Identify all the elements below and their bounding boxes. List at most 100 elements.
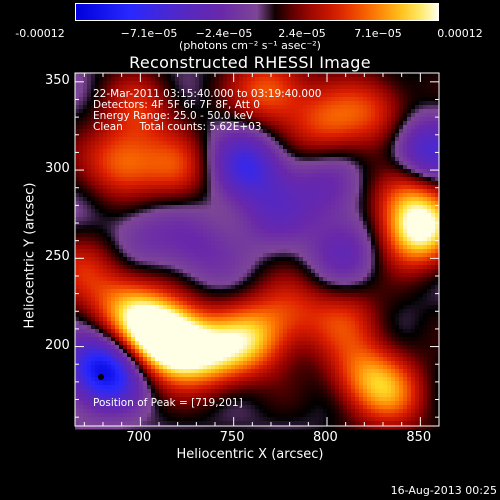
heatmap-cell xyxy=(403,269,408,274)
heatmap-cell xyxy=(331,133,336,138)
heatmap-cell xyxy=(275,185,280,190)
heatmap-cell xyxy=(211,217,216,222)
heatmap-cell xyxy=(251,169,256,174)
heatmap-cell xyxy=(383,253,388,258)
heatmap-cell xyxy=(171,141,176,146)
heatmap-cell xyxy=(131,89,136,94)
heatmap-cell xyxy=(187,157,192,162)
heatmap-cell xyxy=(351,113,356,118)
heatmap-cell xyxy=(215,261,220,266)
heatmap-cell xyxy=(131,193,136,198)
heatmap-cell xyxy=(163,73,168,78)
heatmap-cell xyxy=(375,149,380,154)
heatmap-cell xyxy=(111,241,116,246)
heatmap-cell xyxy=(339,137,344,142)
heatmap-cell xyxy=(279,129,284,134)
heatmap-cell xyxy=(279,189,284,194)
heatmap-cell xyxy=(143,137,148,142)
heatmap-cell xyxy=(291,221,296,226)
heatmap-cell xyxy=(299,133,304,138)
heatmap-cell xyxy=(135,129,140,134)
heatmap-cell xyxy=(283,77,288,82)
heatmap-cell xyxy=(251,213,256,218)
heatmap-cell xyxy=(131,197,136,202)
heatmap-cell xyxy=(363,285,368,290)
heatmap-cell xyxy=(407,201,412,206)
heatmap-cell xyxy=(83,237,88,242)
heatmap-cell xyxy=(211,141,216,146)
heatmap-cell xyxy=(123,205,128,210)
heatmap-cell xyxy=(419,89,424,94)
heatmap-cell xyxy=(367,177,372,182)
heatmap-cell xyxy=(227,201,232,206)
heatmap-cell xyxy=(351,205,356,210)
heatmap-cell xyxy=(315,281,320,286)
heatmap-cell xyxy=(119,257,124,262)
heatmap-cell xyxy=(423,89,428,94)
heatmap-cell xyxy=(267,73,272,78)
heatmap-cell xyxy=(331,145,336,150)
heatmap-cell xyxy=(415,85,420,90)
heatmap-cell xyxy=(115,249,120,254)
heatmap-cell xyxy=(363,261,368,266)
heatmap-cell xyxy=(195,233,200,238)
heatmap-cell xyxy=(287,129,292,134)
heatmap-cell xyxy=(275,249,280,254)
heatmap-cell xyxy=(79,149,84,154)
heatmap-cell xyxy=(175,117,180,122)
heatmap-cell xyxy=(363,133,368,138)
heatmap-cell xyxy=(195,257,200,262)
heatmap-cell xyxy=(87,185,92,190)
heatmap-cell xyxy=(419,261,424,266)
heatmap-cell xyxy=(419,77,424,82)
heatmap-cell xyxy=(391,149,396,154)
heatmap-cell xyxy=(179,125,184,130)
heatmap-cell xyxy=(379,153,384,158)
heatmap-cell xyxy=(263,241,268,246)
heatmap-cell xyxy=(279,213,284,218)
heatmap-cell xyxy=(99,269,104,274)
heatmap-cell xyxy=(179,169,184,174)
heatmap-cell xyxy=(243,145,248,150)
heatmap-cell xyxy=(307,141,312,146)
heatmap-cell xyxy=(231,85,236,90)
heatmap-cell xyxy=(403,189,408,194)
heatmap-cell xyxy=(75,129,80,134)
heatmap-cell xyxy=(423,213,428,218)
heatmap-cell xyxy=(387,145,392,150)
heatmap-cell xyxy=(95,257,100,262)
heatmap-cell xyxy=(335,241,340,246)
heatmap-cell xyxy=(167,249,172,254)
heatmap-cell xyxy=(255,185,260,190)
heatmap-cell xyxy=(399,221,404,226)
heatmap-cell xyxy=(299,225,304,230)
heatmap-cell xyxy=(307,77,312,82)
heatmap-cell xyxy=(235,241,240,246)
heatmap-cell xyxy=(411,161,416,166)
heatmap-cell xyxy=(407,137,412,142)
heatmap-cell xyxy=(383,257,388,262)
heatmap-cell xyxy=(335,289,340,294)
heatmap-cell xyxy=(159,125,164,130)
heatmap-cell xyxy=(155,85,160,90)
heatmap-cell xyxy=(343,249,348,254)
heatmap-cell xyxy=(279,161,284,166)
heatmap-cell xyxy=(319,197,324,202)
heatmap-cell xyxy=(207,225,212,230)
heatmap-cell xyxy=(351,145,356,150)
heatmap-cell xyxy=(223,205,228,210)
heatmap-cell xyxy=(123,285,128,290)
heatmap-cell xyxy=(351,161,356,166)
heatmap-cell xyxy=(263,101,268,106)
heatmap-cell xyxy=(327,185,332,190)
heatmap-cell xyxy=(347,73,352,78)
heatmap-cell xyxy=(415,145,420,150)
heatmap-cell xyxy=(403,181,408,186)
heatmap-cell xyxy=(175,97,180,102)
heatmap-cell xyxy=(303,209,308,214)
heatmap-cell xyxy=(235,245,240,250)
heatmap-cell xyxy=(267,81,272,86)
heatmap-cell xyxy=(299,281,304,286)
heatmap-cell xyxy=(99,89,104,94)
heatmap-cell xyxy=(291,233,296,238)
